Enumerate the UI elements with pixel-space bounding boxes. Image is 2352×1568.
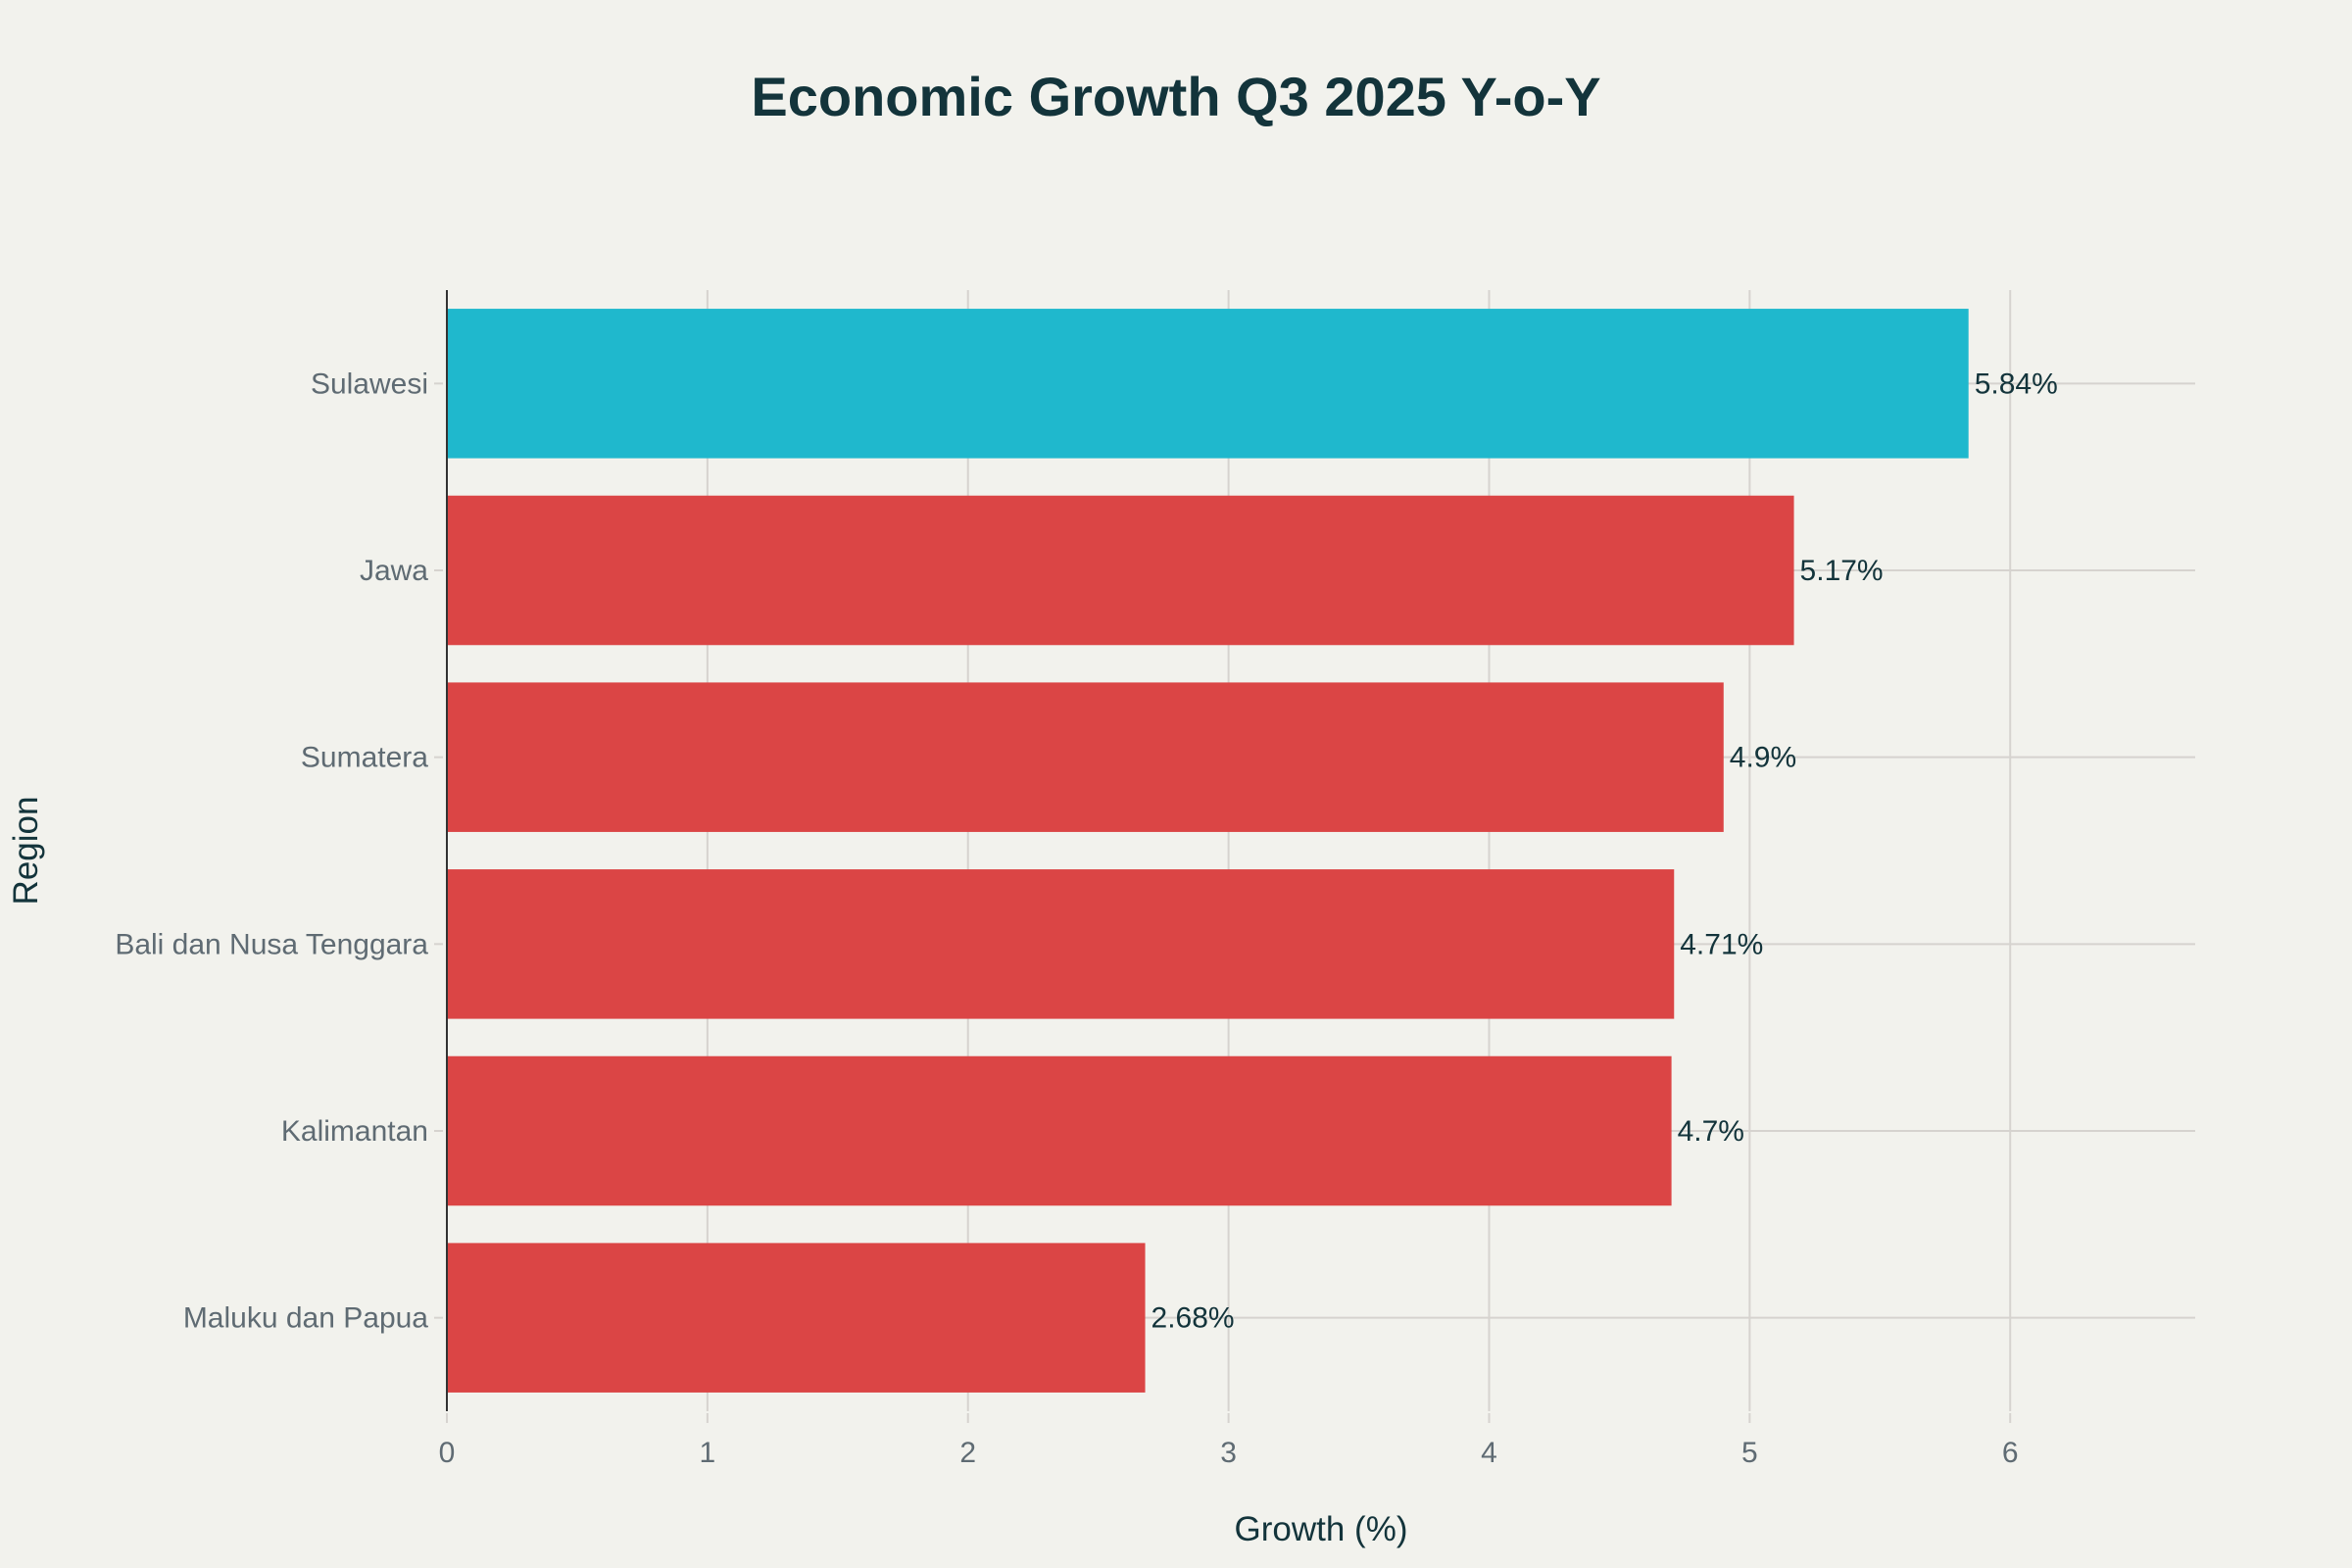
x-tick-label: 1 — [700, 1437, 716, 1469]
bar-maluku-dan-papua — [447, 1243, 1146, 1393]
bars — [447, 309, 1969, 1393]
data-label: 4.71% — [1680, 928, 1763, 960]
x-tick-label: 2 — [959, 1437, 976, 1469]
axes — [434, 290, 2012, 1423]
x-tick-label: 0 — [439, 1437, 456, 1469]
x-tick-label: 6 — [2002, 1437, 2019, 1469]
bar-bali-dan-nusa-tenggara — [447, 869, 1675, 1019]
category-label: Kalimantan — [281, 1115, 428, 1148]
data-label: 5.17% — [1800, 555, 1884, 587]
bar-sulawesi — [447, 309, 1969, 459]
x-tick-label: 4 — [1481, 1437, 1497, 1469]
data-label: 4.9% — [1730, 742, 1796, 774]
chart-title: Economic Growth Q3 2025 Y-o-Y — [751, 66, 1600, 127]
bar-kalimantan — [447, 1055, 1672, 1206]
category-label: Sulawesi — [311, 368, 428, 400]
data-label: 4.7% — [1678, 1115, 1744, 1148]
category-label: Bali dan Nusa Tenggara — [115, 928, 428, 960]
bar-jawa — [447, 495, 1794, 646]
labels: 0 1 2 3 4 5 6 Sulawesi 5.84% Jawa 5.17% Sumatera 4.9… — [115, 368, 2057, 1469]
category-label: Jawa — [360, 555, 428, 587]
category-label: Maluku dan Papua — [183, 1302, 428, 1335]
y-axis-title: Region — [7, 797, 45, 906]
x-tick-label: 3 — [1220, 1437, 1237, 1469]
bar-sumatera — [447, 682, 1724, 832]
data-label: 5.84% — [1975, 368, 2058, 400]
data-label: 2.68% — [1152, 1302, 1235, 1335]
category-label: Sumatera — [301, 742, 428, 774]
x-axis-title: Growth (%) — [1235, 1510, 1408, 1548]
x-tick-label: 5 — [1741, 1437, 1758, 1469]
